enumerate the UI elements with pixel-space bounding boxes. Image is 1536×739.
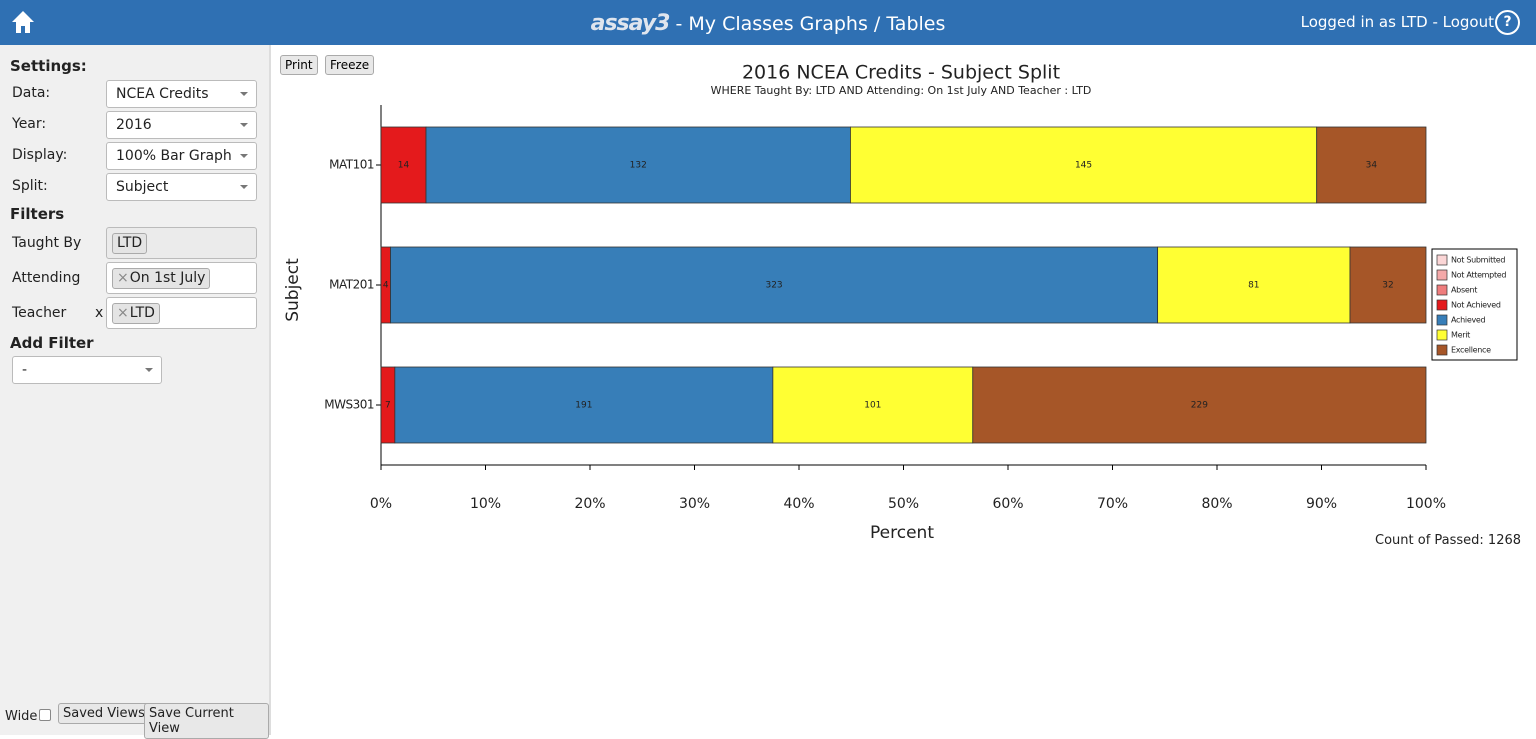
value-label: 323 (765, 281, 782, 291)
legend-label: Not Achieved (1451, 301, 1501, 310)
filter-label: Teacher (12, 305, 67, 321)
filter-tag: LTD (112, 233, 148, 254)
add-filter-select[interactable]: - (12, 356, 162, 384)
legend-label: Achieved (1451, 316, 1486, 325)
value-label: 4 (383, 281, 389, 291)
setting-select[interactable]: Subject (106, 173, 257, 201)
filter-tag[interactable]: On 1st July (112, 268, 211, 289)
x-tick-label: 90% (1306, 496, 1337, 512)
filter-box[interactable]: LTD (106, 297, 257, 329)
legend-swatch (1436, 314, 1448, 326)
home-icon[interactable] (10, 9, 36, 35)
setting-select[interactable]: NCEA Credits (106, 80, 257, 108)
legend-swatch (1436, 284, 1448, 296)
legend-swatch (1436, 299, 1448, 311)
legend-label: Not Attempted (1451, 271, 1506, 280)
value-label: 132 (630, 161, 647, 171)
brand: assay3 (590, 11, 671, 36)
filter-label: Taught By (12, 235, 82, 251)
legend-swatch (1436, 254, 1448, 266)
y-axis-label: Subject (283, 258, 303, 322)
chart: 2016 NCEA Credits - Subject Split WHERE … (283, 62, 1518, 543)
value-label: 14 (398, 161, 410, 171)
header: assay3 - My Classes Graphs / Tables Logg… (0, 0, 1536, 45)
chart-title: 2016 NCEA Credits - Subject Split (742, 62, 1060, 84)
value-label: 32 (1382, 281, 1393, 291)
filter-box[interactable]: On 1st July (106, 262, 257, 294)
sidebar: Settings: Data: NCEA Credits Year: 2016 … (0, 45, 271, 739)
bar-segment (380, 126, 427, 204)
x-tick-label: 0% (370, 496, 392, 512)
x-tick-label: 80% (1201, 496, 1232, 512)
value-label: 101 (864, 401, 881, 411)
filter-label: Attending (12, 270, 81, 286)
bar-segment (1349, 246, 1427, 324)
saved-views-button[interactable]: Saved Views (58, 703, 150, 724)
freeze-button[interactable]: Freeze (325, 55, 375, 75)
x-tick-label: 40% (783, 496, 814, 512)
setting-label: Data: (12, 85, 51, 101)
legend-swatch (1436, 329, 1448, 341)
page-title: - My Classes Graphs / Tables (675, 13, 946, 35)
value-label: 34 (1366, 161, 1378, 171)
bar-segment (1316, 126, 1427, 204)
y-tick-label: MAT201 (329, 278, 374, 292)
x-tick-label: 20% (574, 496, 605, 512)
help-button[interactable]: ? (1495, 10, 1520, 35)
filters-heading: Filters (10, 205, 65, 223)
x-axis-label: Percent (870, 523, 934, 543)
filter-remove[interactable]: x (95, 305, 104, 321)
value-label: 7 (385, 401, 391, 411)
bar-segment (1157, 246, 1351, 324)
legend-label: Excellence (1451, 346, 1491, 355)
setting-label: Split: (12, 178, 48, 194)
value-label: 81 (1248, 281, 1259, 291)
filter-tag[interactable]: LTD (112, 303, 160, 324)
setting-label: Display: (12, 147, 68, 163)
value-label: 229 (1191, 401, 1208, 411)
settings-heading: Settings: (10, 57, 87, 75)
x-tick-label: 50% (888, 496, 919, 512)
print-button[interactable]: Print (280, 55, 318, 75)
bar-segment (972, 366, 1427, 444)
add-filter-heading: Add Filter (10, 334, 94, 352)
y-tick-label: MAT101 (329, 158, 374, 172)
bar-segment (425, 126, 851, 204)
x-tick-label: 70% (1097, 496, 1128, 512)
setting-select[interactable]: 100% Bar Graph (106, 142, 257, 170)
save-view-button[interactable]: Save Current View (144, 703, 269, 739)
bar-segment (390, 246, 1159, 324)
value-label: 191 (575, 401, 592, 411)
legend-label: Absent (1451, 286, 1477, 295)
filter-box: LTD (106, 227, 257, 259)
chart-subtitle: WHERE Taught By: LTD AND Attending: On 1… (711, 84, 1092, 97)
legend-swatch (1436, 269, 1448, 281)
login-status[interactable]: Logged in as LTD - Logout (1300, 13, 1494, 31)
legend-swatch (1436, 344, 1448, 356)
legend-label: Not Submitted (1451, 256, 1505, 265)
count-note: Count of Passed: 1268 (1375, 533, 1522, 548)
x-tick-label: 30% (679, 496, 710, 512)
value-label: 145 (1075, 161, 1092, 171)
setting-label: Year: (12, 116, 47, 132)
y-tick-label: MWS301 (324, 398, 374, 412)
x-tick-label: 10% (470, 496, 501, 512)
x-tick-label: 60% (992, 496, 1023, 512)
legend-box (1431, 248, 1518, 361)
setting-select[interactable]: 2016 (106, 111, 257, 139)
wide-label: Wide (5, 709, 38, 724)
header-title-line: assay3 - My Classes Graphs / Tables (0, 11, 1536, 36)
bar-segment (850, 126, 1318, 204)
x-tick-label: 100% (1406, 496, 1446, 512)
legend-label: Merit (1451, 331, 1470, 340)
wide-checkbox[interactable] (39, 709, 51, 721)
